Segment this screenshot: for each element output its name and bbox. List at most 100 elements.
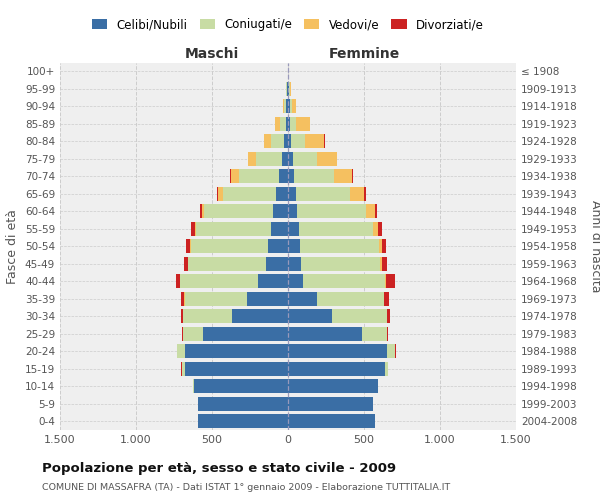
Bar [373, 222, 379, 236]
Bar [362, 326, 387, 341]
Bar [181, 292, 184, 306]
Bar [193, 379, 194, 394]
Bar [288, 204, 297, 218]
Bar [266, 256, 288, 271]
Bar [332, 309, 387, 324]
Bar [247, 292, 288, 306]
Bar [271, 222, 288, 236]
Bar [288, 99, 290, 114]
Bar [288, 152, 293, 166]
Bar [288, 344, 387, 358]
Bar [286, 99, 288, 114]
Bar [288, 292, 317, 306]
Bar [257, 274, 288, 288]
Bar [288, 362, 385, 376]
Bar [205, 204, 273, 218]
Bar [282, 152, 288, 166]
Bar [182, 362, 185, 376]
Bar [280, 116, 286, 131]
Bar [317, 292, 384, 306]
Bar [303, 274, 385, 288]
Bar [296, 186, 350, 201]
Bar [279, 169, 288, 184]
Bar [283, 99, 284, 114]
Bar [183, 326, 203, 341]
Bar [217, 186, 218, 201]
Bar [382, 256, 387, 271]
Bar [293, 152, 317, 166]
Bar [232, 309, 288, 324]
Bar [365, 204, 374, 218]
Bar [300, 239, 379, 254]
Bar [374, 204, 377, 218]
Bar [379, 222, 382, 236]
Bar [296, 116, 310, 131]
Bar [288, 414, 374, 428]
Bar [286, 116, 288, 131]
Bar [276, 186, 288, 201]
Bar [382, 239, 386, 254]
Bar [294, 169, 334, 184]
Bar [185, 344, 288, 358]
Bar [194, 379, 288, 394]
Bar [288, 274, 303, 288]
Text: Popolazione per età, sesso e stato civile - 2009: Popolazione per età, sesso e stato civil… [42, 462, 396, 475]
Bar [196, 222, 271, 236]
Bar [188, 256, 266, 271]
Bar [200, 204, 202, 218]
Bar [230, 169, 231, 184]
Bar [184, 256, 188, 271]
Bar [288, 169, 294, 184]
Bar [380, 256, 382, 271]
Bar [183, 309, 232, 324]
Bar [191, 239, 268, 254]
Bar [288, 116, 290, 131]
Bar [284, 99, 286, 114]
Bar [288, 256, 301, 271]
Bar [223, 186, 276, 201]
Bar [199, 396, 288, 411]
Bar [290, 82, 291, 96]
Bar [180, 274, 257, 288]
Bar [288, 396, 373, 411]
Bar [185, 292, 247, 306]
Bar [288, 134, 291, 148]
Bar [317, 152, 337, 166]
Bar [185, 362, 288, 376]
Bar [290, 116, 296, 131]
Bar [268, 239, 288, 254]
Bar [181, 309, 183, 324]
Bar [265, 134, 271, 148]
Bar [190, 239, 191, 254]
Bar [334, 169, 352, 184]
Bar [231, 169, 239, 184]
Bar [385, 362, 388, 376]
Text: Maschi: Maschi [185, 47, 239, 60]
Bar [301, 256, 380, 271]
Bar [288, 309, 332, 324]
Bar [288, 222, 299, 236]
Bar [177, 344, 185, 358]
Bar [275, 116, 280, 131]
Bar [203, 326, 288, 341]
Bar [299, 222, 373, 236]
Bar [191, 222, 194, 236]
Bar [352, 169, 353, 184]
Bar [384, 292, 389, 306]
Bar [385, 274, 386, 288]
Bar [218, 186, 223, 201]
Bar [387, 309, 390, 324]
Bar [256, 152, 282, 166]
Text: Femmine: Femmine [328, 47, 400, 60]
Bar [364, 186, 366, 201]
Bar [248, 152, 256, 166]
Bar [186, 239, 190, 254]
Bar [199, 414, 288, 428]
Bar [273, 204, 288, 218]
Y-axis label: Fasce di età: Fasce di età [7, 209, 19, 284]
Bar [288, 82, 289, 96]
Y-axis label: Anni di nascita: Anni di nascita [589, 200, 600, 292]
Bar [288, 326, 362, 341]
Legend: Celibi/Nubili, Coniugati/e, Vedovi/e, Divorziati/e: Celibi/Nubili, Coniugati/e, Vedovi/e, Di… [87, 14, 489, 36]
Bar [291, 134, 305, 148]
